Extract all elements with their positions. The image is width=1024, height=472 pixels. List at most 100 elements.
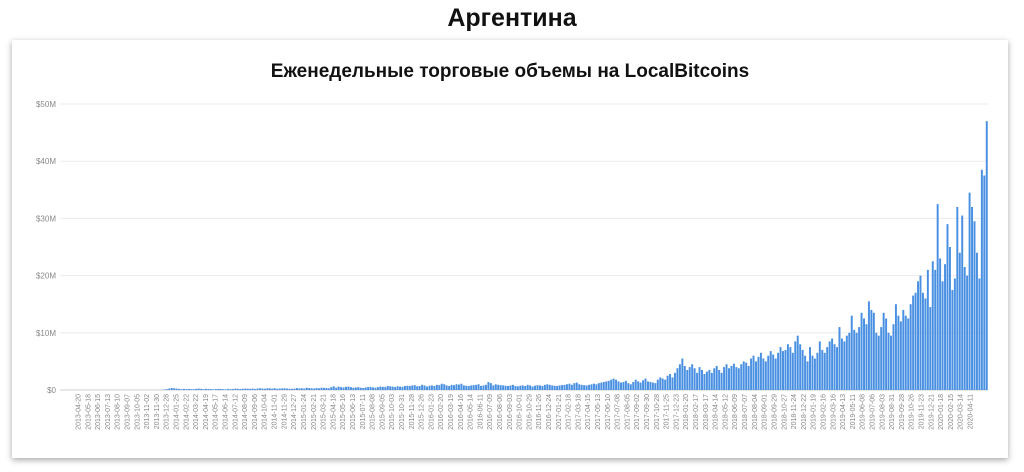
bar <box>858 327 861 390</box>
x-tick-label: 2015-01-24 <box>301 394 308 430</box>
bar <box>165 389 168 390</box>
bar <box>487 381 490 390</box>
bar <box>372 387 374 390</box>
bar <box>583 385 586 390</box>
bar <box>907 318 910 390</box>
bar <box>465 385 468 390</box>
x-tick-label: 2013-07-13 <box>105 394 112 430</box>
bar <box>322 387 325 390</box>
bar <box>428 385 431 390</box>
bar <box>602 381 605 390</box>
bar <box>386 386 389 390</box>
x-tick-label: 2016-06-11 <box>477 394 484 429</box>
bar <box>939 258 942 390</box>
bar <box>902 309 905 390</box>
bar <box>519 385 522 390</box>
bar <box>283 388 286 390</box>
bar-chart: $0 $10M $20M $30M $40M $50M 2013-04-20 2013-05-… <box>36 100 988 430</box>
x-tick-label: 2015-11-28 <box>409 394 416 429</box>
bar <box>627 383 630 390</box>
bar <box>664 379 667 390</box>
bar <box>872 312 875 390</box>
bar <box>730 365 733 390</box>
x-tick-label: 2016-07-09 <box>487 394 494 430</box>
bar <box>467 386 470 390</box>
x-tick-label: 2017-05-13 <box>595 394 602 430</box>
page-title: Аргентина <box>447 4 577 32</box>
bar <box>538 385 541 390</box>
bar <box>865 324 868 390</box>
x-tick-label: 2014-05-17 <box>213 394 220 430</box>
bar <box>543 384 546 390</box>
x-tick-label: 2018-06-09 <box>732 394 739 430</box>
bar <box>278 388 281 390</box>
bar <box>376 387 379 390</box>
bar <box>931 261 934 390</box>
bar <box>971 206 974 390</box>
bar <box>880 327 883 390</box>
bar <box>300 388 303 390</box>
x-tick-label: 2018-12-22 <box>801 394 808 430</box>
bar <box>836 347 838 390</box>
bar <box>659 377 662 390</box>
bar <box>347 386 350 390</box>
bar <box>728 368 730 390</box>
bar <box>227 388 230 390</box>
bar <box>669 373 672 390</box>
bar <box>855 332 858 390</box>
x-tick-label: 2015-05-16 <box>340 394 347 430</box>
bar <box>894 304 897 390</box>
bar <box>445 385 448 390</box>
bar <box>622 381 625 390</box>
bar <box>411 385 414 390</box>
bar <box>848 332 851 390</box>
bar <box>553 385 556 390</box>
bar <box>325 388 328 390</box>
x-tick-label: 2017-08-05 <box>624 394 631 430</box>
bar <box>187 388 190 390</box>
bar <box>926 269 929 390</box>
bar <box>951 289 954 390</box>
bar <box>406 385 409 390</box>
bar <box>244 388 247 390</box>
bar <box>924 298 927 390</box>
x-tick-label: 2013-08-10 <box>115 394 122 430</box>
x-tick-label: 2018-05-12 <box>722 394 729 430</box>
bar <box>914 292 917 390</box>
bar <box>504 385 507 390</box>
bar <box>364 387 367 390</box>
bar <box>340 387 343 390</box>
bar <box>497 384 500 390</box>
bar <box>580 384 583 390</box>
bar <box>890 335 892 390</box>
bar <box>578 384 581 390</box>
bar <box>342 387 345 390</box>
x-tick-label: 2015-04-18 <box>330 394 337 430</box>
x-tick-label: 2018-03-17 <box>703 394 710 430</box>
x-tick-label: 2017-06-10 <box>605 394 612 430</box>
bar <box>953 278 956 390</box>
x-tick-label: 2017-01-21 <box>556 394 563 430</box>
bar <box>190 389 193 390</box>
bar <box>521 385 524 390</box>
x-tick-label: 2016-04-16 <box>458 394 465 430</box>
bar <box>703 373 706 390</box>
bar <box>222 389 225 390</box>
bar <box>779 347 782 390</box>
x-tick-label: 2019-05-11 <box>850 394 857 429</box>
x-tick-label: 2016-03-19 <box>448 394 455 430</box>
bar <box>811 355 814 390</box>
y-tick-label: $0 <box>47 386 56 395</box>
bar <box>573 383 576 390</box>
bar <box>786 344 789 390</box>
bar <box>983 175 986 390</box>
bar <box>941 281 944 390</box>
bar <box>715 365 718 390</box>
x-tick-label: 2020-03-14 <box>958 394 965 430</box>
bar <box>651 382 654 390</box>
bar <box>975 252 978 390</box>
x-tick-label: 2020-02-15 <box>948 394 955 430</box>
bar <box>178 388 181 390</box>
bar <box>565 384 568 390</box>
bar <box>701 369 703 390</box>
